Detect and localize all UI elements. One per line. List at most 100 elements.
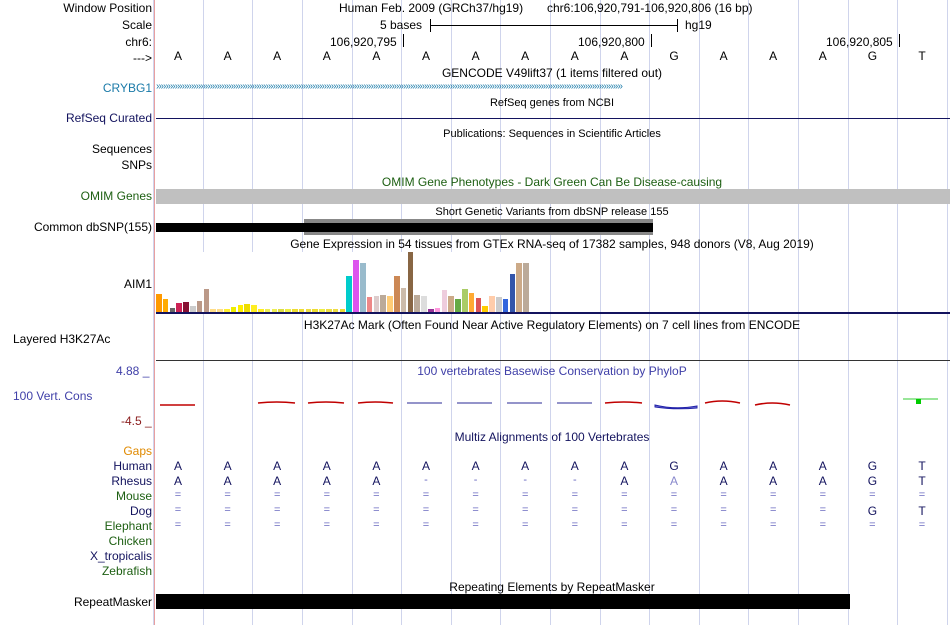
gtex-tissue-bar[interactable] — [196, 301, 203, 312]
gtex-tissue-bar[interactable] — [298, 309, 305, 312]
position-label[interactable]: chr6:106,920,791-106,920,806 (16 bp) — [547, 1, 753, 15]
multiz-base: = — [918, 489, 926, 501]
dbsnp-variant-bar-lower[interactable] — [304, 232, 653, 235]
gtex-tissue-bar[interactable] — [156, 294, 162, 312]
gtex-tissue-bar[interactable] — [496, 297, 502, 312]
gtex-tissue-bar[interactable] — [428, 309, 434, 312]
gtex-tissue-bar[interactable] — [434, 308, 441, 312]
multiz-species-label[interactable]: Mouse — [115, 489, 152, 503]
gencode-gene-feature[interactable]: ››››››››››››››››››››››››››››››››››››››››… — [156, 81, 623, 92]
gtex-tissue-bar[interactable] — [421, 296, 427, 312]
gtex-tissue-bar[interactable] — [346, 276, 352, 312]
gtex-tissue-bar[interactable] — [244, 304, 250, 312]
gtex-tissue-bar[interactable] — [190, 306, 196, 312]
gtex-tissue-bar[interactable] — [475, 298, 482, 312]
multiz-base: - — [572, 474, 577, 486]
gtex-tissue-bar[interactable] — [366, 297, 373, 312]
phylop-segment — [257, 401, 296, 404]
publications-sequences-label[interactable]: Sequences — [91, 142, 152, 156]
scale-bar-right-tick — [677, 19, 678, 32]
gtex-gene-label[interactable]: AIM1 — [123, 277, 152, 291]
gtex-tissue-bar[interactable] — [305, 309, 312, 312]
gtex-tissue-bar[interactable] — [162, 299, 169, 312]
gtex-tissue-bar[interactable] — [183, 302, 189, 312]
repeatmasker-feature-bar[interactable] — [156, 594, 850, 609]
gtex-tissue-bar[interactable] — [387, 296, 393, 312]
gtex-tissue-bar[interactable] — [407, 252, 414, 312]
multiz-species-label[interactable]: Dog — [129, 504, 152, 518]
gtex-tissue-bar[interactable] — [414, 295, 420, 312]
gtex-tissue-bar[interactable] — [326, 309, 332, 312]
repeatmasker-track-title[interactable]: Repeating Elements by RepeatMasker — [449, 580, 655, 594]
gtex-tissue-bar[interactable] — [502, 299, 509, 312]
gtex-track-title[interactable]: Gene Expression in 54 tissues from GTEx … — [290, 237, 814, 251]
gtex-tissue-bar[interactable] — [264, 309, 271, 312]
gencode-track-title[interactable]: GENCODE V49lift37 (1 items filtered out) — [441, 66, 663, 80]
gtex-tissue-bar[interactable] — [523, 263, 529, 312]
gtex-tissue-bar[interactable] — [332, 309, 339, 312]
gtex-tissue-bar[interactable] — [210, 309, 216, 312]
gtex-tissue-bar[interactable] — [516, 263, 522, 312]
gtex-tissue-bar[interactable] — [278, 309, 284, 312]
gtex-tissue-bar[interactable] — [224, 309, 230, 312]
refseq-track-label[interactable]: RefSeq Curated — [65, 111, 152, 125]
dna-base: A — [818, 49, 827, 63]
multiz-gaps-label[interactable]: Gaps — [123, 444, 152, 458]
gtex-tissue-bar[interactable] — [169, 308, 176, 312]
gtex-tissue-bar[interactable] — [441, 290, 448, 312]
gtex-tissue-bar[interactable] — [258, 309, 264, 312]
dbsnp-track-title[interactable]: Short Genetic Variants from dbSNP releas… — [435, 206, 669, 218]
gtex-tissue-bar[interactable] — [468, 293, 475, 312]
gtex-tissue-bar[interactable] — [271, 309, 278, 312]
multiz-track-title[interactable]: Multiz Alignments of 100 Vertebrates — [454, 430, 650, 444]
multiz-species-label[interactable]: Elephant — [104, 519, 152, 533]
gtex-tissue-bar[interactable] — [394, 276, 400, 312]
gtex-tissue-bar[interactable] — [448, 296, 454, 312]
dbsnp-variant-bar[interactable] — [156, 223, 653, 232]
gtex-tissue-bar[interactable] — [285, 309, 291, 312]
multiz-base: T — [918, 459, 926, 473]
phylop-signal[interactable] — [0, 390, 950, 410]
gtex-tissue-bar[interactable] — [237, 305, 244, 312]
gtex-tissue-bar[interactable] — [373, 296, 380, 312]
phylop-track-label[interactable]: 100 Vert. Cons — [13, 389, 93, 403]
gtex-tissue-bar[interactable] — [312, 309, 318, 312]
h3k27ac-track-label[interactable]: Layered H3K27Ac — [13, 332, 111, 346]
gtex-tissue-bar[interactable] — [176, 303, 182, 312]
gtex-tissue-bar[interactable] — [360, 263, 366, 312]
gtex-tissue-bar[interactable] — [353, 260, 359, 312]
gtex-tissue-bar[interactable] — [339, 309, 346, 312]
multiz-species-label[interactable]: Zebrafish — [101, 564, 152, 578]
omim-track-label[interactable]: OMIM Genes — [80, 189, 152, 203]
gtex-tissue-bar[interactable] — [380, 295, 386, 312]
gtex-tissue-bar[interactable] — [509, 274, 516, 312]
publications-snps-label[interactable]: SNPs — [121, 158, 152, 172]
gencode-gene-label[interactable]: CRYBG1 — [102, 81, 152, 95]
multiz-species-label[interactable]: Chicken — [108, 534, 152, 548]
gtex-tissue-bar[interactable] — [217, 309, 223, 312]
multiz-species-label[interactable]: Rhesus — [111, 474, 152, 488]
gtex-tissue-bar[interactable] — [400, 288, 407, 312]
repeatmasker-track-label[interactable]: RepeatMasker — [73, 595, 152, 609]
omim-track-title[interactable]: OMIM Gene Phenotypes - Dark Green Can Be… — [381, 175, 723, 189]
gtex-tissue-bar[interactable] — [230, 307, 237, 312]
gtex-tissue-bar[interactable] — [203, 289, 210, 312]
gtex-tissue-bar[interactable] — [251, 305, 257, 312]
phylop-track-title[interactable]: 100 vertebrates Basewise Conservation by… — [417, 364, 687, 378]
gtex-tissue-bar[interactable] — [292, 309, 298, 312]
multiz-base: = — [472, 519, 479, 531]
dbsnp-variant-bar-upper[interactable] — [304, 219, 653, 223]
refseq-gene-line[interactable] — [156, 118, 950, 119]
publications-track-title[interactable]: Publications: Sequences in Scientific Ar… — [443, 128, 661, 140]
gtex-tissue-bar[interactable] — [319, 309, 325, 312]
omim-feature-bar[interactable] — [156, 189, 950, 204]
gtex-tissue-bar[interactable] — [482, 306, 488, 312]
h3k27ac-track-title[interactable]: H3K27Ac Mark (Often Found Near Active Re… — [303, 318, 801, 332]
multiz-species-label[interactable]: X_tropicalis — [89, 549, 152, 563]
refseq-track-title[interactable]: RefSeq genes from NCBI — [489, 97, 615, 109]
multiz-species-label[interactable]: Human — [113, 459, 152, 473]
gtex-tissue-bar[interactable] — [455, 299, 461, 312]
dbsnp-track-label[interactable]: Common dbSNP(155) — [33, 220, 152, 234]
gtex-tissue-bar[interactable] — [462, 289, 468, 312]
gtex-tissue-bar[interactable] — [489, 296, 495, 312]
